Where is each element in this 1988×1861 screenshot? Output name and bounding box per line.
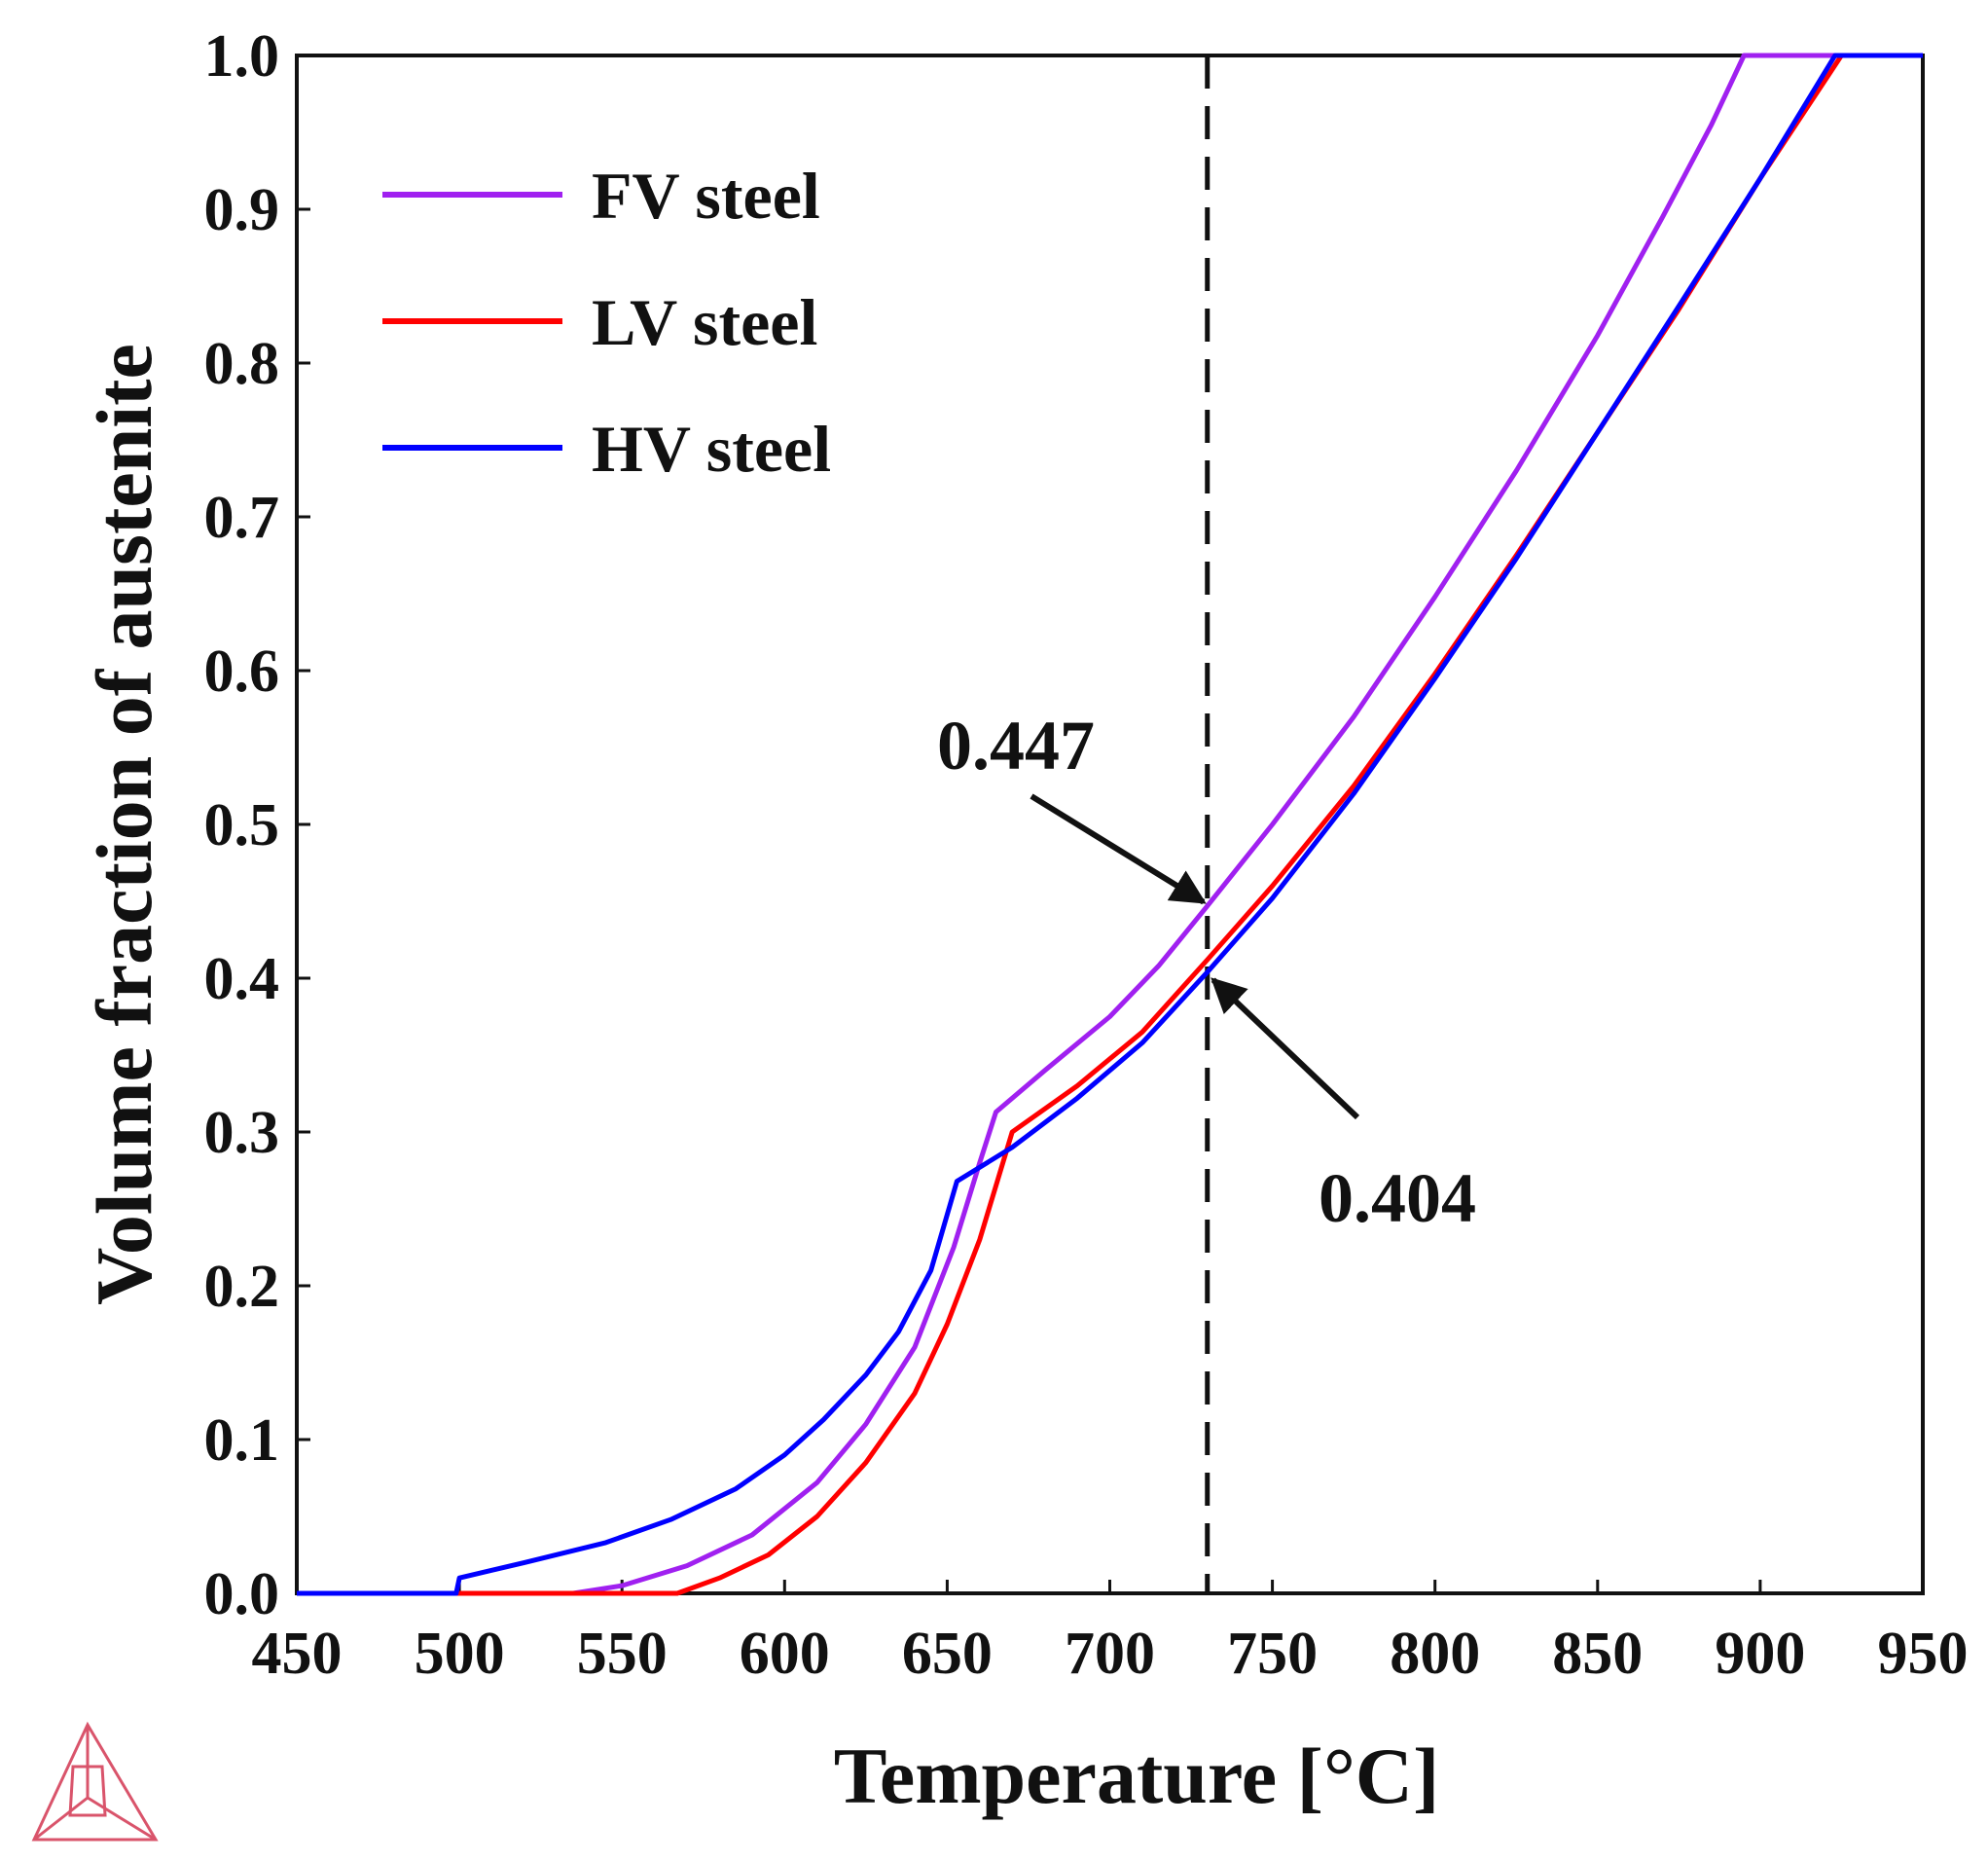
y-tick-label: 0.4 xyxy=(204,946,280,1012)
y-tick-label: 0.8 xyxy=(204,331,280,397)
x-tick-label: 700 xyxy=(1065,1621,1155,1687)
legend-label: LV steel xyxy=(592,285,817,359)
y-tick-label: 0.1 xyxy=(204,1407,280,1474)
thermo-calc-logo xyxy=(31,1721,159,1842)
x-tick-label: 550 xyxy=(577,1621,668,1687)
plot-frame xyxy=(295,54,1925,1595)
annotation-arrow xyxy=(1030,793,1207,905)
x-tick-label: 500 xyxy=(415,1621,505,1687)
annotation-layer: 0.447 0.404 xyxy=(937,707,1476,1237)
series-layer xyxy=(297,53,1923,1596)
y-tick-label: 0.0 xyxy=(204,1561,280,1627)
x-axis-title: Temperature [°C] xyxy=(834,1732,1440,1820)
annotation-arrow xyxy=(1211,977,1360,1120)
annotation-label: 0.404 xyxy=(1319,1159,1476,1237)
x-tick-label: 800 xyxy=(1390,1621,1480,1687)
series-line-hv-steel xyxy=(297,53,1923,1596)
legend-label: FV steel xyxy=(592,159,820,233)
x-tick-label: 450 xyxy=(252,1621,343,1687)
series-line-lv-steel xyxy=(297,53,1923,1596)
legend-label: HV steel xyxy=(592,412,831,486)
x-tick-label: 600 xyxy=(740,1621,830,1687)
y-tick-label: 1.0 xyxy=(204,23,280,90)
y-tick-label: 0.6 xyxy=(204,639,280,705)
x-tick-label: 850 xyxy=(1552,1621,1643,1687)
y-axis-title: Volume fraction of austenite xyxy=(80,344,168,1305)
annotation-label: 0.447 xyxy=(937,707,1095,785)
x-tick-label: 950 xyxy=(1878,1621,1969,1687)
series-line-fv-steel xyxy=(297,53,1923,1596)
axis-ticks: 450 500 550 600 650 700 750 800 850 900 950 0.0 0.1 0… xyxy=(204,23,1969,1687)
y-tick-label: 0.7 xyxy=(204,485,280,551)
y-tick-label: 0.2 xyxy=(204,1254,280,1320)
legend: FV steel LV steel HV steel xyxy=(382,159,831,486)
x-tick-label: 650 xyxy=(902,1621,993,1687)
x-tick-label: 900 xyxy=(1715,1621,1805,1687)
y-tick-label: 0.9 xyxy=(204,177,280,243)
x-tick-label: 750 xyxy=(1227,1621,1318,1687)
y-tick-label: 0.5 xyxy=(204,792,280,858)
y-tick-label: 0.3 xyxy=(204,1100,280,1166)
